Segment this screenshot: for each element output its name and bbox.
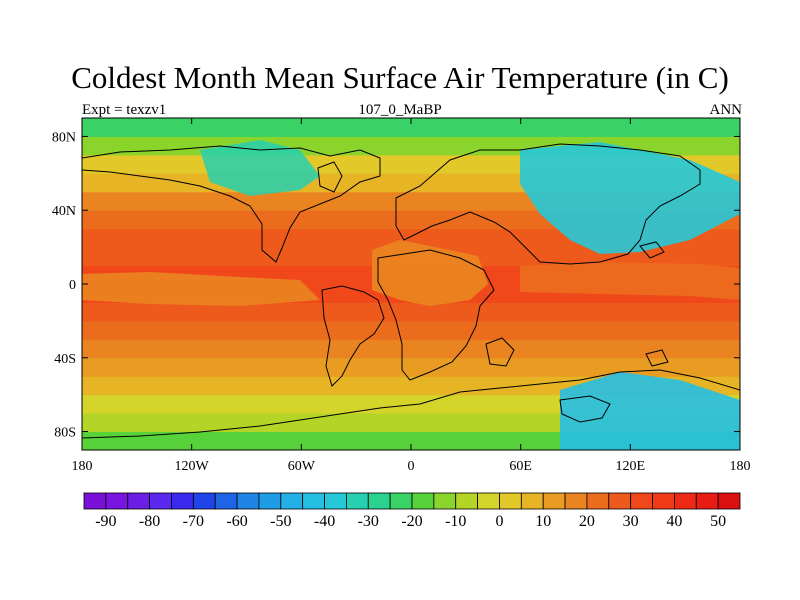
colorbar-swatch [542, 492, 566, 510]
latitude-band [82, 339, 740, 359]
colorbar-swatch [652, 492, 675, 510]
y-tick-label: 40S [54, 352, 76, 367]
colorbar-swatch [127, 492, 150, 510]
colorbar-label: -70 [183, 513, 204, 530]
cold-asia-region [520, 142, 740, 254]
colorbar-swatch [433, 492, 457, 510]
colorbar-swatch [630, 492, 653, 510]
colorbar-swatch [258, 492, 282, 510]
x-tick-label: 0 [408, 459, 415, 474]
colorbar-swatch [367, 492, 391, 510]
x-tick-label: 180 [72, 459, 93, 474]
africa-outline [377, 249, 495, 381]
colorbar-swatch [171, 492, 194, 510]
warm-west-pacific-region [82, 272, 320, 306]
colorbar-label: 20 [579, 513, 595, 530]
warm-africa-region [372, 240, 488, 306]
latitude-band [82, 118, 740, 137]
australia-outline [559, 395, 611, 423]
colorbar-swatch [83, 492, 107, 510]
y-tick-label: 40N [52, 204, 76, 219]
warm-pacific-region [520, 262, 740, 300]
season-label: ANN [709, 102, 743, 118]
colorbar-label: 0 [495, 513, 503, 530]
greenland-outline [317, 161, 343, 193]
colorbar-swatch [389, 492, 413, 510]
map-axes: 180 120W 60W 0 60E 120E 180 80N 40N 0 40S 80S [52, 118, 751, 474]
latitude-band [82, 320, 740, 340]
cold-antarctic-region [560, 372, 740, 450]
colorbar-label: 10 [535, 513, 551, 530]
colorbar-label: -80 [139, 513, 160, 530]
colorbar-swatch [302, 492, 325, 510]
colorbar-swatch [455, 492, 479, 510]
experiment-label: Expt = texzv1 [82, 102, 167, 118]
colorbar-swatch [586, 492, 610, 510]
colorbar-swatch [345, 492, 369, 510]
south-america-outline [321, 285, 385, 387]
y-tick-label: 80N [52, 130, 76, 145]
colorbar-swatch [236, 492, 260, 510]
colorbar-label: -20 [401, 513, 422, 530]
island-outline [645, 349, 669, 367]
colorbar-label: 30 [623, 513, 639, 530]
colorbar-label: 40 [666, 513, 682, 530]
antarctica-outline [82, 369, 740, 439]
colorbar-swatch [411, 492, 435, 510]
x-tick-label: 180 [730, 459, 751, 474]
colorbar-swatch [674, 492, 697, 510]
colorbar-swatch [608, 492, 632, 510]
colorbar-label: -50 [270, 513, 291, 530]
colorbar-swatch [564, 492, 588, 510]
colorbar-swatch [324, 492, 347, 510]
colorbar-swatch [105, 492, 129, 510]
colorbar-label: -30 [358, 513, 379, 530]
colorbar-swatch [499, 492, 522, 510]
colorbar-label: -40 [314, 513, 335, 530]
x-tick-label: 120W [175, 459, 210, 474]
age-label: 107_0_MaBP [358, 102, 442, 118]
india-outline [485, 337, 515, 367]
latitude-band [82, 302, 740, 322]
colorbar-swatch [477, 492, 500, 510]
colorbar-label: -60 [226, 513, 247, 530]
temperature-field [82, 118, 740, 450]
x-tick-label: 60E [509, 459, 532, 474]
colorbar-swatch [192, 492, 216, 510]
north-america-outline [82, 145, 381, 263]
colorbar-label: -90 [95, 513, 116, 530]
colorbar-label: -10 [445, 513, 466, 530]
coastlines [82, 143, 740, 439]
island-outline [639, 241, 665, 259]
x-tick-label: 120E [616, 459, 646, 474]
colorbar-swatch [149, 492, 172, 510]
y-tick-label: 80S [54, 426, 76, 441]
y-tick-label: 0 [69, 278, 76, 293]
colorbar-swatch [695, 492, 719, 510]
colorbar-swatch [280, 492, 304, 510]
cold-north-america-region [200, 140, 320, 196]
eurasia-outline [395, 143, 701, 265]
x-tick-label: 60W [288, 459, 316, 474]
colorbar: -90 -80 -70 -60 -50 -40 -30 -20 -10 0 10 20 30 40 50 [83, 492, 741, 530]
colorbar-swatch [520, 492, 544, 510]
colorbar-label: 50 [710, 513, 726, 530]
colorbar-swatch [717, 492, 741, 510]
map-title: Coldest Month Mean Surface Air Temperatu… [71, 60, 729, 95]
colorbar-swatch [214, 492, 238, 510]
latitude-band [82, 357, 740, 377]
